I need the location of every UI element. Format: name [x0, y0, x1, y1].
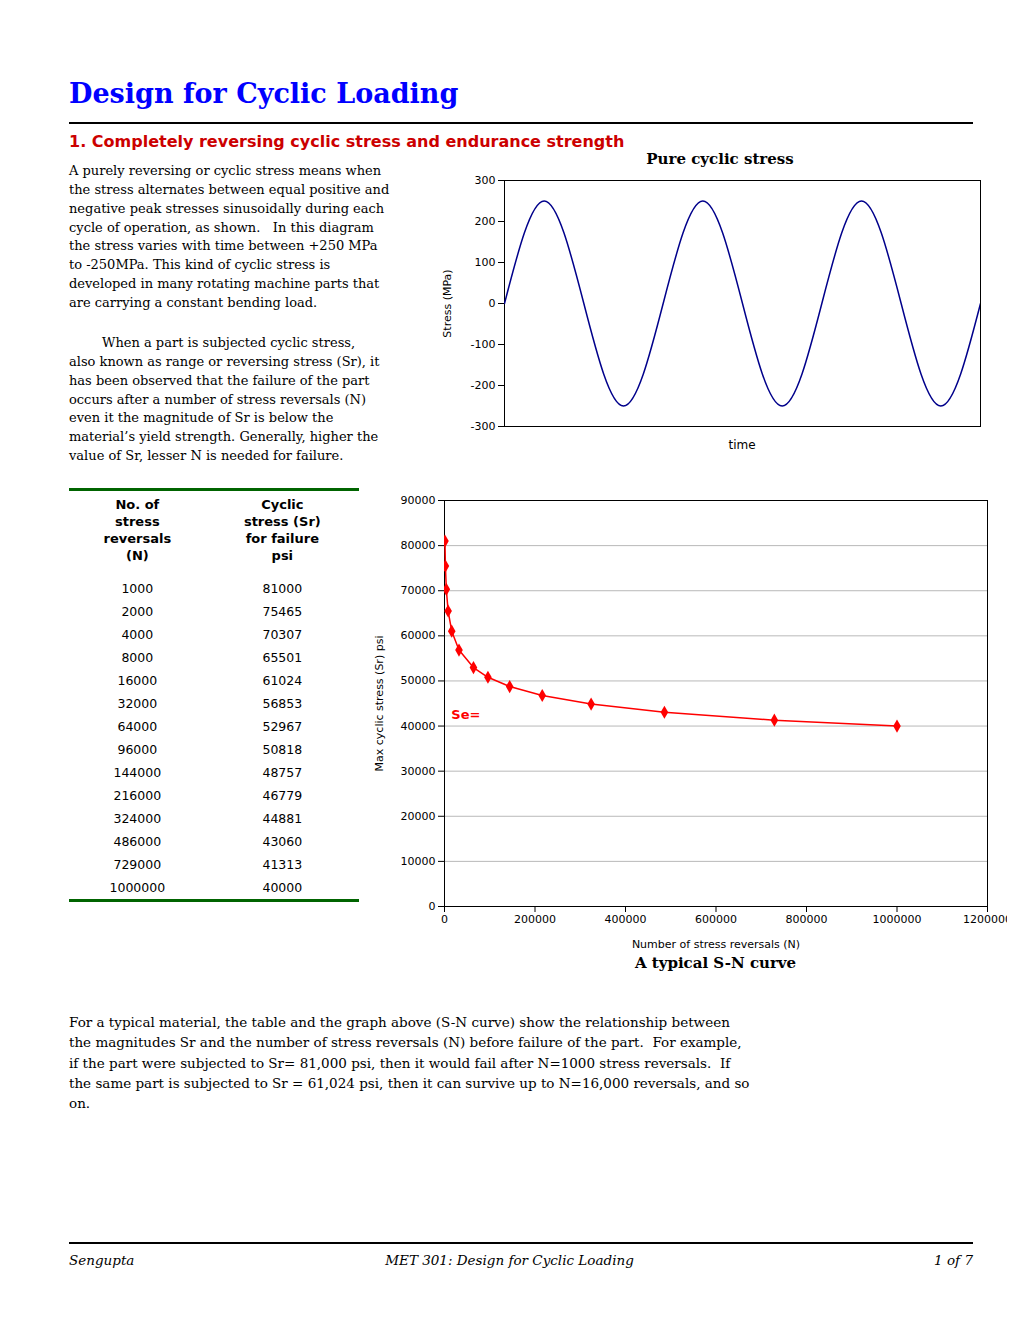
html-text:64000: 64000: [117, 718, 158, 734]
svg-text:-200: -200: [471, 379, 496, 392]
html-text:Pure cyclic stress: Pure cyclic stress: [646, 150, 794, 168]
html-text:1 of 7: 1 of 7: [934, 1252, 973, 1268]
svg-text:30000: 30000: [401, 765, 436, 778]
html-text:44881: 44881: [262, 810, 303, 826]
html-text:729000: 729000: [113, 856, 162, 872]
html-text:46779: 46779: [262, 787, 303, 803]
html-text:144000: 144000: [113, 764, 162, 780]
svg-text:Max cyclic stress (Sr) psi: Max cyclic stress (Sr) psi: [373, 636, 386, 772]
html-text:When a part is subjected cycli: When a part is subjected cyclic stress, …: [69, 335, 380, 464]
html-text:4000: 4000: [121, 626, 154, 642]
html-text:48757: 48757: [262, 764, 303, 780]
svg-text:0: 0: [429, 900, 436, 913]
svg-text:800000: 800000: [786, 913, 828, 926]
html-text:Cyclic stress (Sr) for failure: Cyclic stress (Sr) for failure psi: [243, 497, 321, 563]
html-text:A purely reversing or cyclic s: A purely reversing or cyclic stress mean…: [69, 163, 390, 310]
svg-text:-300: -300: [471, 420, 496, 433]
svg-text:50000: 50000: [401, 674, 436, 687]
svg-text:20000: 20000: [401, 810, 436, 823]
html-text:216000: 216000: [113, 787, 162, 803]
svg-text:200000: 200000: [514, 913, 556, 926]
html-text:No. of stress reversals (N): No. of stress reversals (N): [103, 497, 172, 563]
svg-text:1000000: 1000000: [873, 913, 922, 926]
html-text:1. Completely reversing cyclic: 1. Completely reversing cyclic stress an…: [69, 132, 625, 151]
svg-text:0: 0: [441, 913, 448, 926]
html-text:70307: 70307: [262, 626, 303, 642]
svg-text:Stress (MPa): Stress (MPa): [441, 269, 454, 337]
svg-text:600000: 600000: [695, 913, 737, 926]
html-text:43060: 43060: [262, 833, 303, 849]
svg-text:10000: 10000: [401, 855, 436, 868]
svg-text:1200000: 1200000: [963, 913, 1007, 926]
html-text:41313: 41313: [262, 856, 303, 872]
html-text:324000: 324000: [113, 810, 162, 826]
html-text:61024: 61024: [262, 672, 303, 688]
html-text:A typical S-N curve: A typical S-N curve: [634, 954, 797, 972]
svg-text:Number of stress reversals (N): Number of stress reversals (N): [632, 938, 800, 951]
html-text:MET 301: Design for Cyclic Loa: MET 301: Design for Cyclic Loading: [385, 1252, 634, 1268]
svg-text:-100: -100: [471, 338, 496, 351]
html-text:40000: 40000: [262, 879, 303, 895]
svg-text:100: 100: [475, 256, 496, 269]
html-text:For a typical material, the ta: For a typical material, the table and th…: [69, 1014, 750, 1111]
html-text:65501: 65501: [262, 649, 303, 665]
html-text:Sengupta: Sengupta: [69, 1252, 135, 1268]
svg-text:90000: 90000: [401, 494, 436, 507]
html-text:96000: 96000: [117, 741, 158, 757]
html-text:time: time: [728, 438, 756, 452]
html-text:Design for Cyclic Loading: Design for Cyclic Loading: [69, 78, 459, 109]
html-text:16000: 16000: [117, 672, 158, 688]
html-text:56853: 56853: [262, 695, 303, 711]
html-text:8000: 8000: [121, 649, 154, 665]
html-text:32000: 32000: [117, 695, 158, 711]
svg-text:40000: 40000: [401, 720, 436, 733]
svg-text:400000: 400000: [605, 913, 647, 926]
html-text:50818: 50818: [262, 741, 303, 757]
html-text:2000: 2000: [121, 603, 154, 619]
svg-text:300: 300: [475, 174, 496, 187]
svg-text:200: 200: [475, 215, 496, 228]
html-text:1000000: 1000000: [109, 879, 166, 895]
svg-text:70000: 70000: [401, 584, 436, 597]
html-text:52967: 52967: [262, 718, 303, 734]
html-text:1000: 1000: [121, 580, 154, 596]
html-text:486000: 486000: [113, 833, 162, 849]
svg-text:0: 0: [489, 297, 496, 310]
svg-text:Se=: Se=: [451, 707, 480, 722]
svg-text:60000: 60000: [401, 629, 436, 642]
svg-text:80000: 80000: [401, 539, 436, 552]
html-text:81000: 81000: [262, 580, 303, 596]
html-text:75465: 75465: [262, 603, 303, 619]
